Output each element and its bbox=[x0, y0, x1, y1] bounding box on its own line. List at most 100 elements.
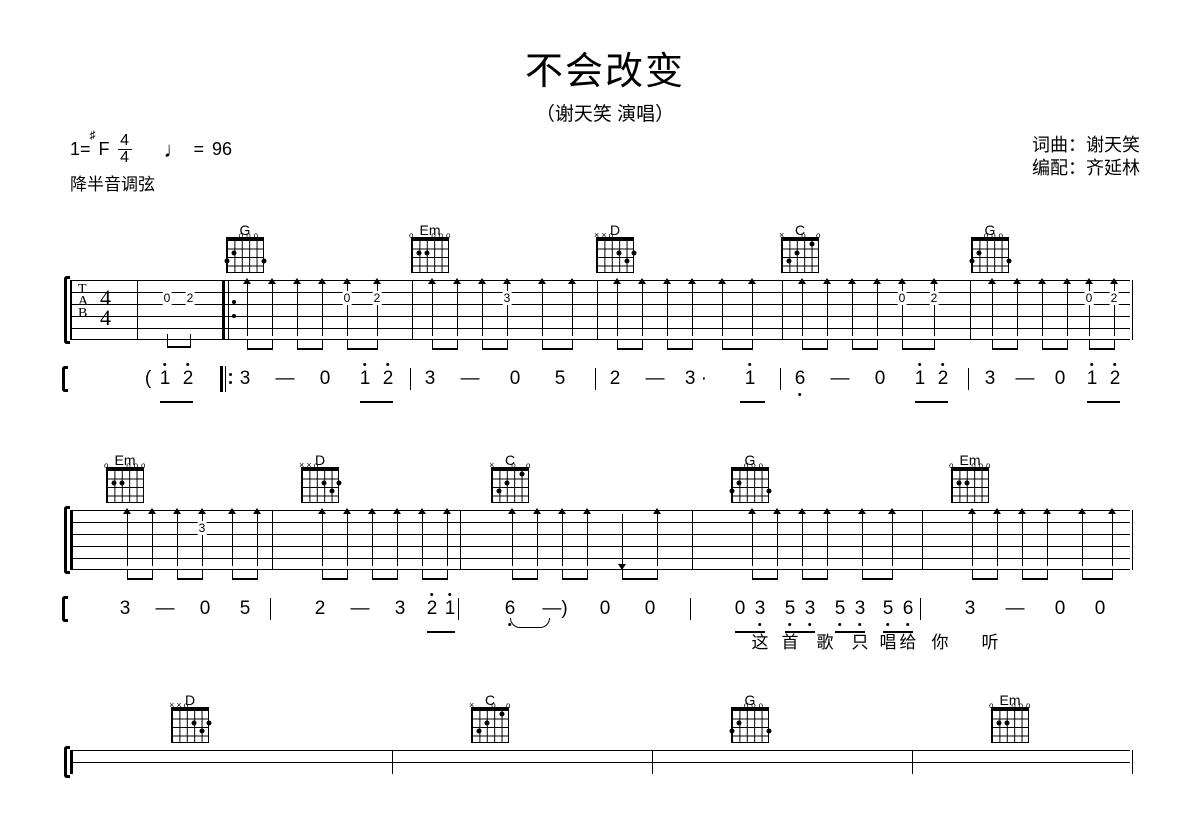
strum-arrow-up bbox=[397, 514, 398, 566]
strum-arrow-up bbox=[457, 284, 458, 336]
lyric: 给 bbox=[900, 628, 917, 653]
fret-number: 2 bbox=[186, 291, 195, 305]
strum-arrow-up bbox=[802, 284, 803, 336]
tab-staff-3 bbox=[70, 750, 1130, 774]
jianpu-barline bbox=[920, 598, 921, 620]
strum-arrow-up bbox=[877, 284, 878, 336]
barline bbox=[460, 510, 461, 570]
tie-icon bbox=[510, 618, 550, 628]
jianpu-note: 5 bbox=[240, 598, 251, 620]
chord-diagram-g: G ooo bbox=[727, 692, 773, 743]
tempo-value: 96 bbox=[212, 139, 232, 160]
tempo-note-icon: ♩ bbox=[164, 137, 186, 163]
barline bbox=[72, 510, 73, 570]
lyric: 这 bbox=[752, 628, 769, 653]
strum-arrow-up bbox=[297, 284, 298, 336]
jianpu-note: 3 bbox=[395, 598, 406, 620]
strum-arrow-up bbox=[322, 514, 323, 566]
jianpu-barline bbox=[780, 368, 781, 390]
jianpu-barline bbox=[458, 598, 459, 620]
fret-number: 0 bbox=[343, 291, 352, 305]
strum-arrow-up bbox=[642, 284, 643, 336]
jianpu-line-1: (123—0123—052—3 ·16—0123—012 bbox=[70, 368, 1130, 400]
key-prefix: 1= bbox=[70, 139, 91, 160]
jianpu-note: 3 bbox=[965, 598, 976, 620]
strum-arrow-up bbox=[667, 284, 668, 336]
strum-arrow-up bbox=[347, 514, 348, 566]
jianpu-note: 6 bbox=[795, 368, 806, 390]
jianpu-barline bbox=[968, 368, 969, 390]
strum-arrow-down bbox=[622, 514, 623, 566]
jianpu-note: 6 bbox=[505, 598, 516, 620]
strum-arrow-up bbox=[542, 284, 543, 336]
strum-arrow-up bbox=[802, 514, 803, 566]
jianpu-note: — bbox=[831, 368, 850, 390]
strum-arrow-up bbox=[257, 514, 258, 566]
strum-arrow-up bbox=[692, 284, 693, 336]
lyric: 听 bbox=[982, 628, 999, 653]
chord-diagram-g: G ooo bbox=[727, 452, 773, 503]
key-letter: ♯F bbox=[99, 139, 110, 160]
strum-arrow-up bbox=[992, 284, 993, 336]
strum-arrow-up bbox=[512, 514, 513, 566]
fret-number: 0 bbox=[163, 291, 172, 305]
jianpu-note: — bbox=[156, 598, 175, 620]
lyric: 唱 bbox=[880, 628, 897, 653]
barline bbox=[1132, 280, 1133, 340]
jianpu-note: 1 bbox=[745, 368, 756, 390]
jianpu-note: 2 bbox=[610, 368, 621, 390]
barline bbox=[692, 510, 693, 570]
lyric: 首 bbox=[782, 628, 799, 653]
jianpu-note: 5 bbox=[555, 368, 566, 390]
tab-time-signature: 44 bbox=[100, 288, 111, 328]
jianpu-note: 3 · bbox=[685, 368, 707, 390]
jianpu-note: 2 bbox=[1110, 368, 1121, 390]
song-subtitle: （谢天笑 演唱） bbox=[70, 99, 1140, 126]
barline bbox=[1132, 510, 1133, 570]
jianpu-note: — bbox=[1016, 368, 1035, 390]
meta-row: 1= ♯F 4 4 ♩ = 96 降半音调弦 词曲：谢天笑 编配：齐延林 bbox=[70, 134, 1140, 195]
jianpu-note: 0 bbox=[600, 598, 611, 620]
jianpu-note: 3 bbox=[985, 368, 996, 390]
chord-diagram-d: D o×× bbox=[297, 452, 343, 503]
fret-number: 2 bbox=[1110, 291, 1119, 305]
jianpu-barline bbox=[410, 368, 411, 390]
jianpu-note: 0 bbox=[510, 368, 521, 390]
strum-arrow-up bbox=[1067, 284, 1068, 336]
credit1-label: 词曲： bbox=[1032, 135, 1086, 155]
credit2-value: 齐延林 bbox=[1086, 158, 1140, 178]
strum-arrow-up bbox=[322, 284, 323, 336]
jianpu-barline bbox=[690, 598, 691, 620]
jianpu-barline bbox=[270, 598, 271, 620]
jianpu-note: — bbox=[351, 598, 370, 620]
jianpu-note: —) bbox=[542, 598, 567, 620]
jianpu-note: 1 bbox=[915, 368, 926, 390]
jianpu-note: 0 bbox=[645, 598, 656, 620]
jianpu-note: — bbox=[276, 368, 295, 390]
chord-diagram-g: G ooo bbox=[967, 222, 1013, 273]
strum-arrow-up bbox=[127, 514, 128, 566]
credit1-value: 谢天笑 bbox=[1086, 135, 1140, 155]
strum-arrow-up bbox=[1022, 514, 1023, 566]
tab-staff-1: TAB 44 020230202 bbox=[70, 280, 1130, 340]
chord-diagram-c: C oo× bbox=[467, 692, 513, 743]
staff-bracket-icon bbox=[64, 506, 70, 574]
jianpu-note: 3 bbox=[120, 598, 131, 620]
strum-arrow-up bbox=[432, 284, 433, 336]
chord-diagram-d: D o×× bbox=[592, 222, 638, 273]
tab-staff-2: 3 bbox=[70, 510, 1130, 570]
jianpu-note: 0 bbox=[735, 598, 746, 620]
chord-diagram-em: Em oooo bbox=[102, 452, 148, 503]
fret-number: 2 bbox=[930, 291, 939, 305]
barline bbox=[782, 280, 783, 340]
strum-arrow-up bbox=[1112, 514, 1113, 566]
chord-diagram-g: G ooo bbox=[222, 222, 268, 273]
strum-arrow-up bbox=[997, 514, 998, 566]
strum-arrow-up bbox=[1082, 514, 1083, 566]
barline bbox=[970, 280, 971, 340]
jianpu-bracket-icon bbox=[62, 366, 68, 392]
chord-diagram-c: C oo× bbox=[487, 452, 533, 503]
jianpu-note: 0 bbox=[320, 368, 331, 390]
fret-number: 3 bbox=[503, 291, 512, 305]
strum-arrow-up bbox=[617, 284, 618, 336]
